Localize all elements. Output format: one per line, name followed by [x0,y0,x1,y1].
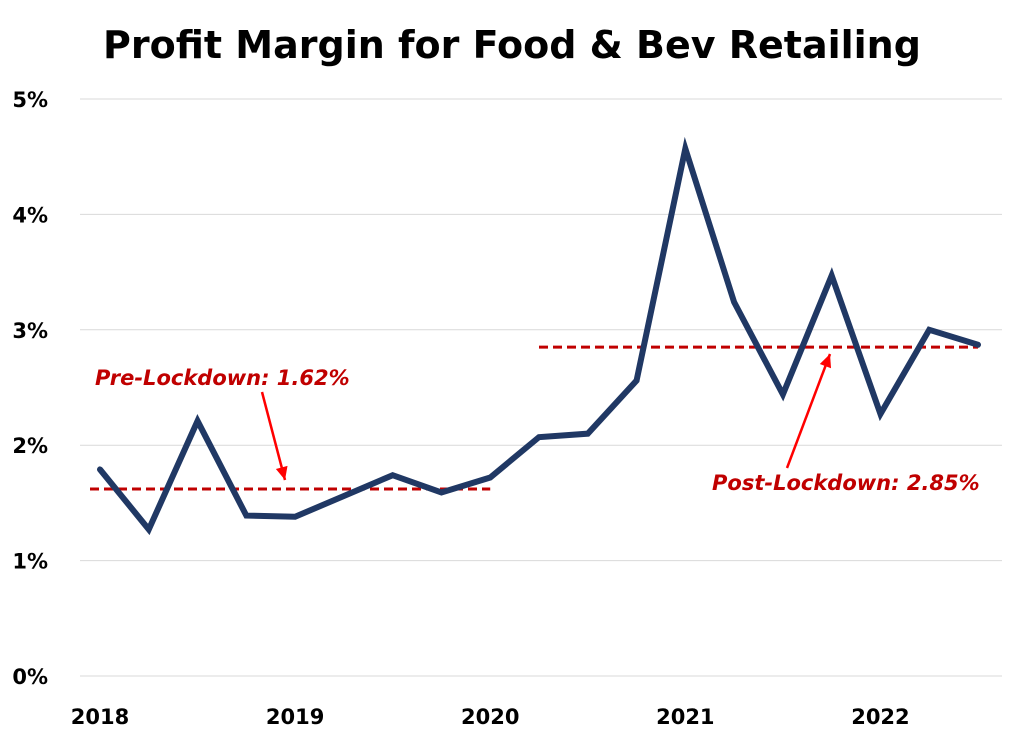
chart-title: Profit Margin for Food & Bev Retailing [103,23,921,67]
y-tick-label: 0% [12,665,48,689]
y-tick-label: 2% [12,434,48,458]
pre-lockdown-label: Pre-Lockdown: 1.62% [95,366,350,390]
x-tick-label: 2019 [266,705,324,729]
x-tick-label: 2018 [71,705,129,729]
y-tick-label: 5% [12,88,48,112]
y-tick-label: 3% [12,319,48,343]
pre-lockdown-arrow [260,391,287,481]
y-tick-label: 1% [12,550,48,574]
post-lockdown-label: Post-Lockdown: 2.85% [712,471,980,495]
x-tick-label: 2020 [461,705,519,729]
x-tick-label: 2022 [851,705,909,729]
y-tick-label: 4% [12,203,48,227]
post-lockdown-arrow-head [819,354,832,369]
x-tick-label: 2021 [656,705,714,729]
post-lockdown-arrow [785,353,832,469]
pre-lockdown-arrow-head [275,465,288,480]
